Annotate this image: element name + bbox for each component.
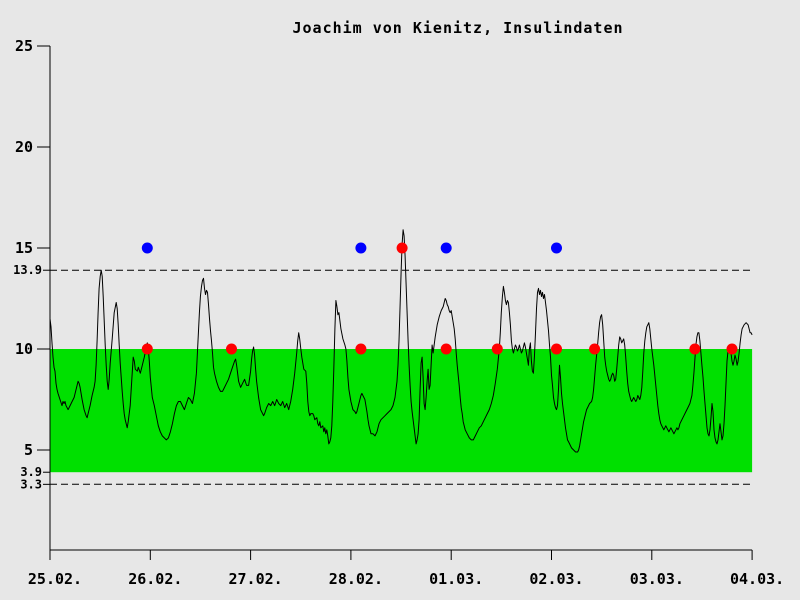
x-tick-label: 04.03. bbox=[730, 570, 784, 588]
red-marker bbox=[355, 343, 367, 355]
red-marker bbox=[141, 343, 153, 355]
blue-marker bbox=[440, 242, 452, 254]
red-marker bbox=[396, 242, 408, 254]
blue-marker bbox=[355, 242, 367, 254]
y-tick-label: 25 bbox=[15, 37, 33, 55]
red-marker bbox=[226, 343, 237, 355]
x-tick-label: 01.03. bbox=[429, 570, 483, 588]
red-marker bbox=[689, 343, 701, 355]
red-marker bbox=[726, 343, 738, 355]
red-marker bbox=[551, 343, 562, 355]
blue-marker bbox=[141, 242, 153, 254]
x-tick-label: 25.02. bbox=[28, 570, 82, 588]
threshold-label: 13.9 bbox=[13, 263, 42, 277]
red-marker bbox=[589, 343, 601, 355]
x-tick-label: 02.03. bbox=[529, 570, 583, 588]
threshold-label: 3.9 bbox=[20, 465, 42, 479]
glucose-curve bbox=[49, 229, 753, 453]
target-range-band bbox=[50, 349, 753, 473]
chart-title: Joachim von Kienitz, Insulindaten bbox=[292, 19, 623, 37]
y-tick-label: 20 bbox=[15, 138, 33, 156]
x-tick-label: 26.02. bbox=[128, 570, 182, 588]
plot-area: 25 20 15 10 5 13.9 3.93.3 25.02. 26.02. 27.02. 28.… bbox=[13, 37, 784, 588]
y-tick-label: 15 bbox=[15, 239, 33, 257]
y-tick-label: 10 bbox=[15, 340, 33, 358]
x-tick-label: 28.02. bbox=[329, 570, 383, 588]
red-marker bbox=[440, 343, 452, 355]
y-tick-label: 5 bbox=[24, 441, 33, 459]
x-tick-label: 27.02. bbox=[229, 570, 283, 588]
blue-marker bbox=[551, 242, 562, 254]
threshold-label: 3.3 bbox=[20, 477, 42, 491]
red-marker bbox=[491, 343, 503, 355]
x-tick-label: 03.03. bbox=[630, 570, 684, 588]
